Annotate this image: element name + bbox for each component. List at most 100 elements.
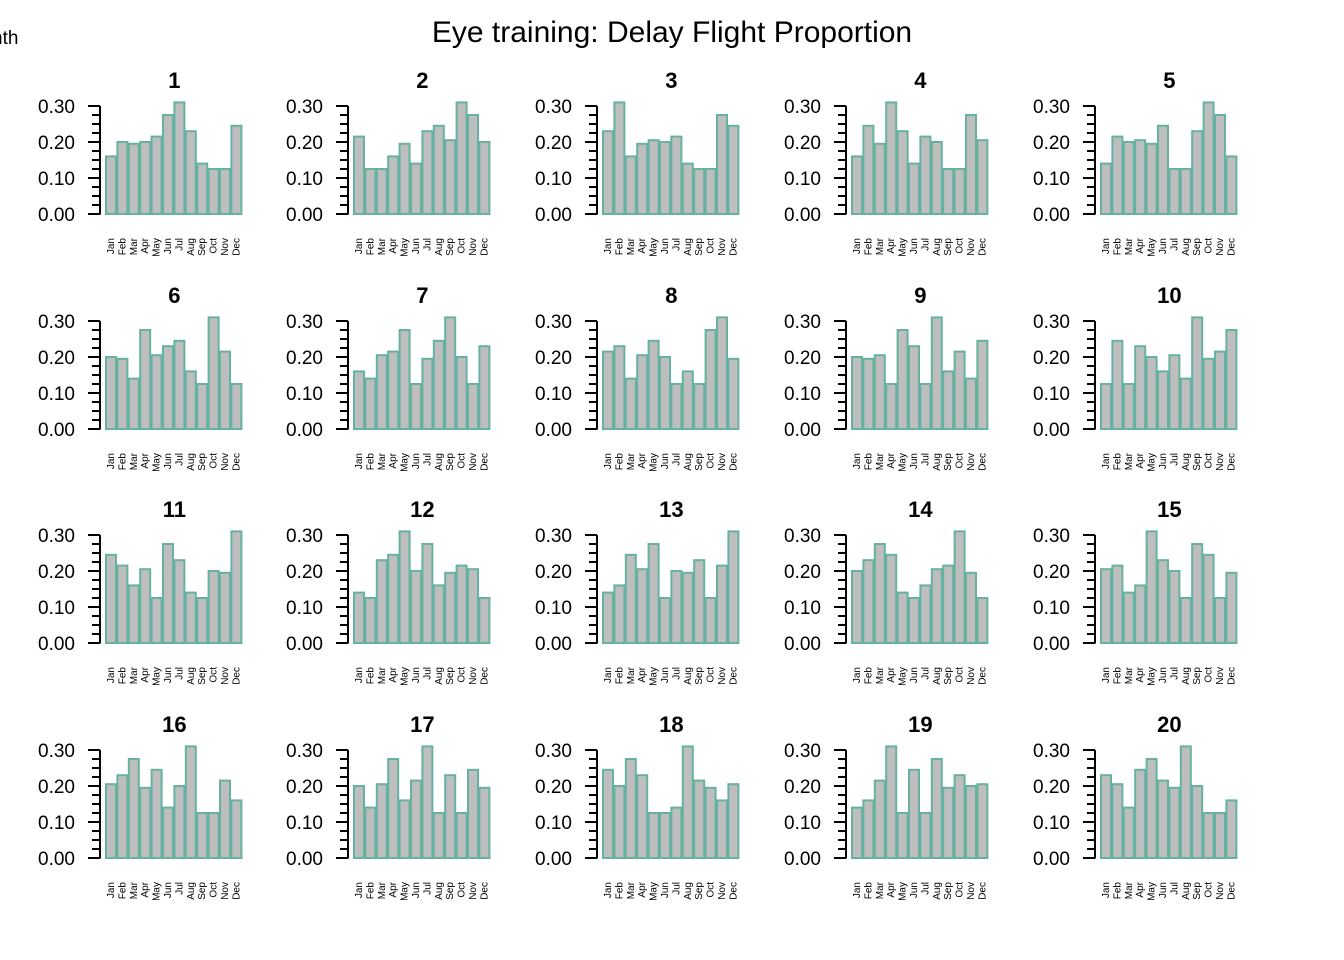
bar-oct (704, 786, 717, 859)
x-tick-label: Feb (614, 453, 625, 471)
x-tick-label: Dec (231, 667, 242, 685)
bar-nov (219, 779, 231, 859)
bar-feb (1111, 783, 1124, 860)
x-tick-label: Nov (966, 882, 977, 900)
bar-nov (716, 564, 728, 644)
x-tick-label: Apr (637, 452, 648, 468)
bar-mar (127, 377, 140, 431)
x-tick-label: Oct (706, 882, 717, 898)
x-tick-label: Jun (1158, 238, 1169, 254)
x-tick-label: Feb (117, 453, 128, 471)
bar-oct (1202, 357, 1215, 430)
x-tick-label: Jan (354, 238, 365, 254)
bar-may (896, 130, 909, 215)
panel-11: 11 0.00 0.10 0.20 0.30 Jan Feb Mar Apr May Jun Jul A… (38, 497, 243, 686)
x-tick-label: Mar (875, 237, 886, 255)
x-tick-label: Nov (717, 238, 728, 256)
bar-sep (693, 168, 706, 215)
x-tick-label: May (152, 453, 163, 472)
y-tick-label: 0.00 (286, 205, 323, 226)
x-tick-label: Mar (129, 881, 140, 899)
x-tick-label: Mar (129, 452, 140, 470)
x-tick-label: Apr (140, 881, 151, 897)
panel-9: 9 0.00 0.10 0.20 0.30 Jan Feb Mar Apr May Jun Jul Au… (784, 283, 989, 472)
x-tick-label: Feb (1112, 453, 1123, 471)
x-tick-label: Dec (728, 667, 739, 685)
x-tick-label: Jul (671, 667, 682, 680)
bar-apr (1134, 139, 1147, 215)
bar-apr (387, 155, 400, 215)
x-tick-label: May (649, 882, 660, 901)
x-tick-label: Jun (660, 882, 671, 898)
x-tick-label: Dec (479, 453, 490, 471)
x-tick-label: Jun (411, 667, 422, 683)
x-tick-label: May (1147, 238, 1158, 257)
bar-apr (139, 568, 152, 645)
x-tick-label: Aug (1181, 882, 1192, 900)
x-tick-label: Aug (932, 453, 943, 471)
bar-feb (116, 774, 129, 860)
x-tick-label: Nov (717, 453, 728, 471)
bar-mar (375, 559, 388, 645)
panel-14: 14 0.00 0.10 0.20 0.30 Jan Feb Mar Apr May Jun Jul A… (784, 497, 989, 686)
x-tick-label: Oct (457, 667, 468, 683)
x-tick-label: Aug (1181, 238, 1192, 256)
bar-aug (681, 745, 694, 860)
x-tick-label: Jul (920, 453, 931, 466)
bar-mar (127, 758, 140, 859)
y-tick-label: 0.10 (286, 384, 323, 405)
x-tick-label: Oct (1204, 667, 1215, 683)
bar-nov (1214, 597, 1226, 644)
y-tick-label: 0.00 (535, 634, 572, 655)
bar-nov (467, 114, 479, 215)
y-tick-label: 0.00 (38, 849, 75, 870)
bar-jun (908, 162, 920, 216)
bar-mar (624, 377, 637, 431)
x-tick-label: Dec (728, 453, 739, 471)
x-tick-label: Jan (603, 667, 614, 683)
x-tick-label: May (649, 238, 660, 257)
bar-dec (727, 783, 740, 860)
panel-10: 10 0.00 0.10 0.20 0.30 Jan Feb Mar Apr May Jun Jul A… (1033, 283, 1238, 472)
x-tick-label: Feb (863, 238, 874, 256)
y-tick-label: 0.20 (38, 562, 75, 583)
y-tick-label: 0.00 (784, 634, 821, 655)
x-tick-label: Mar (875, 452, 886, 470)
x-tick-label: Nov (966, 238, 977, 256)
x-tick-label: Aug (186, 882, 197, 900)
bar-may (398, 329, 411, 430)
y-tick-label: 0.10 (38, 169, 75, 190)
x-tick-label: Sep (445, 453, 456, 471)
bar-jun (162, 806, 174, 859)
bar-feb (613, 785, 626, 859)
bar-apr (636, 774, 649, 860)
y-tick-label: 0.20 (535, 777, 572, 798)
x-tick-label: Apr (1135, 237, 1146, 253)
bar-dec (1225, 799, 1238, 860)
bar-apr (885, 745, 898, 860)
panel-18: 18 0.00 0.10 0.20 0.30 Jan Feb Mar Apr May Jun Jul A… (535, 712, 740, 901)
x-tick-label: Oct (955, 667, 966, 683)
bar-sep (942, 786, 955, 859)
bar-may (647, 339, 660, 430)
x-tick-label: Jun (660, 667, 671, 683)
bar-may (896, 812, 909, 859)
panel-title: 1 (168, 68, 180, 93)
x-tick-label: Nov (717, 667, 728, 685)
bar-jul (670, 806, 683, 859)
panel-title: 3 (665, 68, 677, 93)
x-tick-label: Jun (1158, 453, 1169, 469)
bar-jul (670, 383, 683, 430)
x-tick-label: Dec (479, 238, 490, 256)
bar-jul (919, 584, 932, 645)
x-tick-label: Apr (1135, 666, 1146, 682)
bar-jul (173, 339, 186, 430)
bar-oct (953, 774, 966, 860)
bar-sep (196, 162, 209, 216)
bar-nov (965, 571, 977, 644)
bar-jun (410, 383, 422, 430)
bar-mar (624, 553, 637, 644)
bar-jan (851, 155, 863, 215)
bar-nov (965, 377, 977, 431)
